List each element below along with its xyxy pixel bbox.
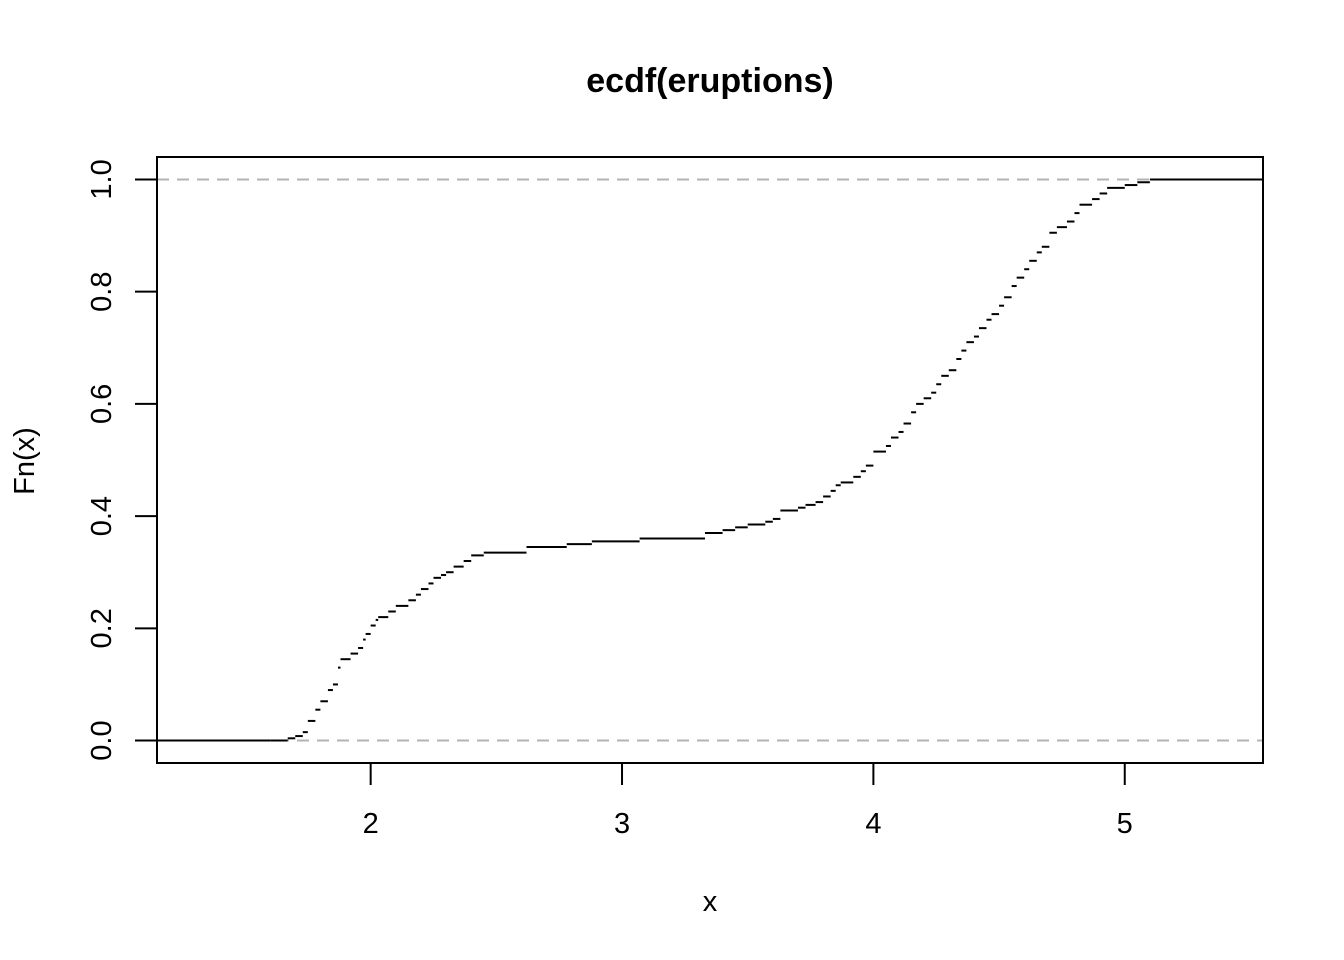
y-tick-label-4: 0.8 — [86, 272, 118, 312]
y-tick-label-1: 0.2 — [86, 608, 118, 648]
y-tick-label-2: 0.4 — [86, 496, 118, 536]
x-tick-label-1: 3 — [614, 808, 630, 840]
x-tick-label-2: 4 — [865, 808, 881, 840]
x-axis-label: x — [703, 886, 718, 918]
y-axis: 0.0 0.2 0.4 0.6 0.8 1.0 — [86, 159, 157, 761]
y-tick-label-5: 1.0 — [86, 159, 118, 199]
plot-frame — [156, 156, 1264, 764]
y-axis-label: Fn(x) — [9, 427, 41, 495]
x-tick-label-0: 2 — [363, 808, 379, 840]
reference-lines — [157, 178, 1263, 742]
ecdf-steps — [157, 178, 1263, 742]
x-axis: 2 3 4 5 — [363, 763, 1133, 840]
y-tick-label-3: 0.6 — [86, 384, 118, 424]
y-tick-label-0: 0.0 — [86, 720, 118, 760]
x-tick-label-3: 5 — [1117, 808, 1133, 840]
chart-title: ecdf(eruptions) — [586, 62, 833, 100]
